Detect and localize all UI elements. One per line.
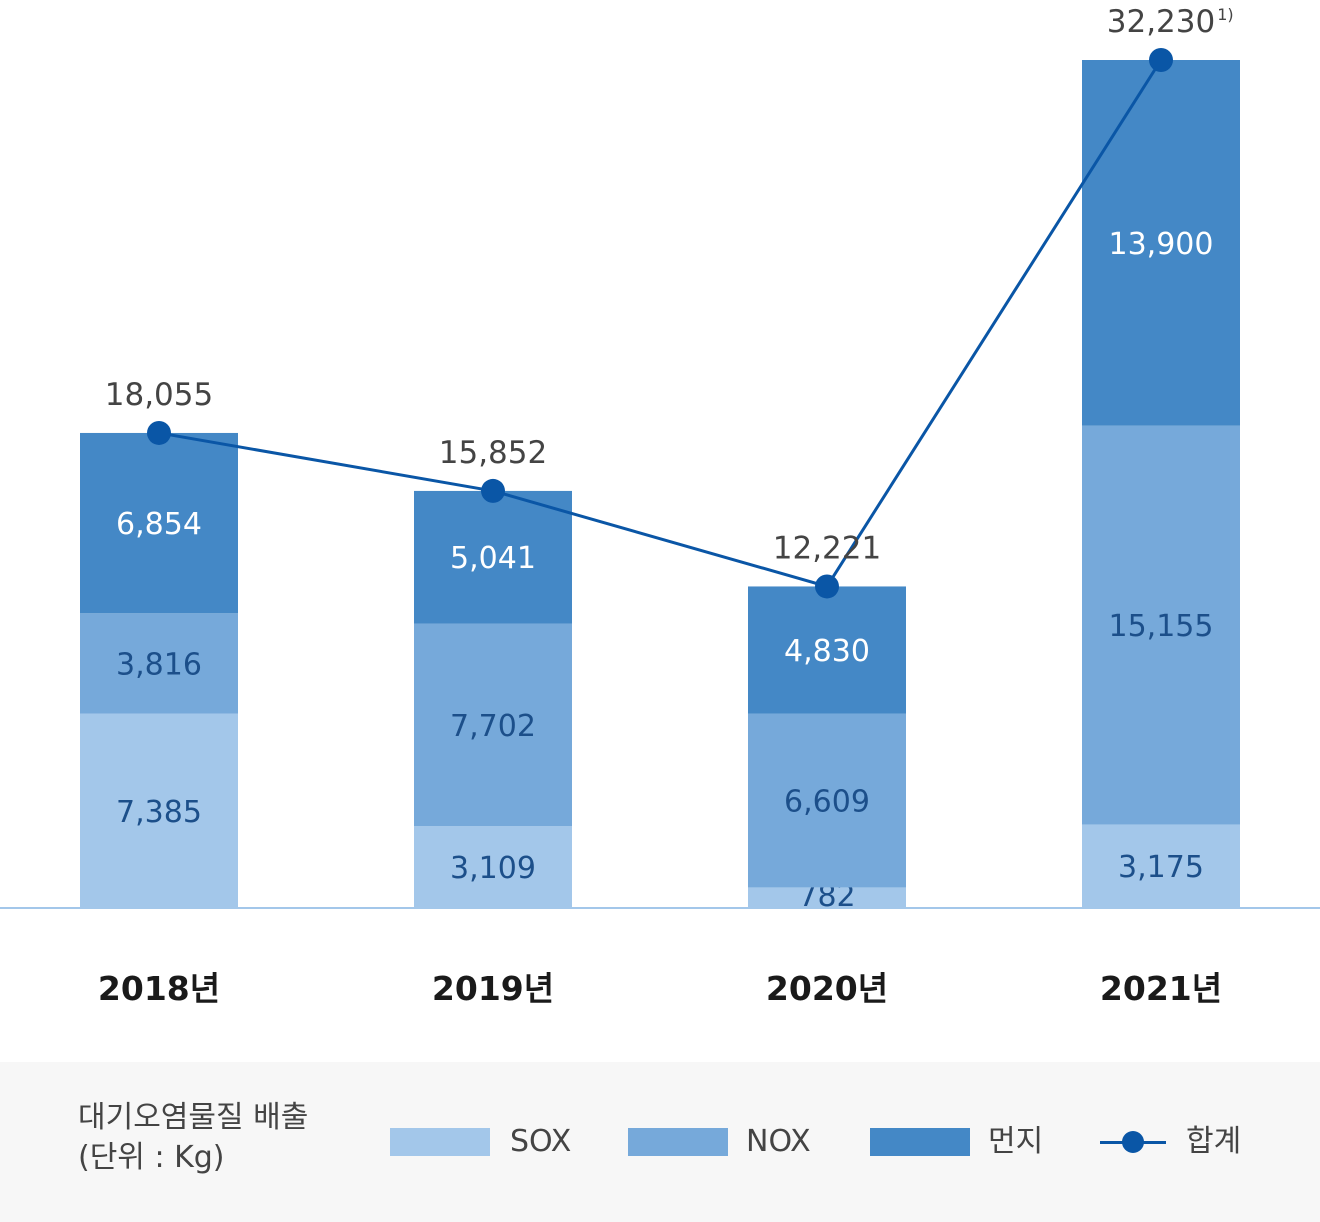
legend-title-main: 대기오염물질 배출 [78, 1100, 309, 1135]
x-tick-label-2018년: 2018년 [98, 969, 220, 1008]
data-label-nox-2021년: 15,155 [1109, 609, 1214, 644]
bar-dust-2021년 [1082, 60, 1240, 426]
total-point-2021년 [1149, 48, 1173, 72]
total-point-2019년 [481, 478, 505, 503]
legend-swatch-sox [390, 1128, 490, 1156]
total-point-2018년 [147, 420, 171, 445]
legend-title-unit: (단위 : Kg) [78, 1140, 225, 1175]
data-label-dust-2021년: 13,900 [1109, 227, 1214, 262]
legend-label-nox: NOX [746, 1124, 811, 1159]
legend-label-dust: 먼지 [988, 1124, 1044, 1159]
chart-canvas: 7,385 3,816 6,854 2018년 3,109 7,702 5,041 2019년… [0, 4, 1320, 1008]
bar-nox-2018년 [80, 613, 238, 714]
x-tick-label-2019년: 2019년 [432, 969, 554, 1008]
bar-sox-2018년 [80, 713, 238, 908]
data-label-sox-2021년: 3,175 [1118, 850, 1204, 885]
bar-sox-2019년 [414, 826, 572, 908]
x-tick-label-2020년: 2020년 [766, 969, 888, 1008]
total-label-2021년: 32,230 [1107, 4, 1215, 40]
legend-title: 대기오염물질 배출 (단위 : Kg) [78, 1098, 358, 1178]
bar-sox-2020년 [748, 887, 906, 908]
data-label-dust-2019년: 5,041 [450, 541, 536, 576]
total-footnote-2021년: 1) [1217, 5, 1233, 24]
bar-nox-2021년 [1082, 425, 1240, 825]
bar-dust-2019년 [414, 490, 572, 624]
bar-sox-2021년 [1082, 824, 1240, 908]
bar-dust-2020년 [748, 586, 906, 714]
legend-label-sox: SOX [510, 1124, 572, 1159]
bar-nox-2019년 [414, 623, 572, 827]
total-label-2020년: 12,221 [773, 530, 881, 566]
data-label-sox-2018년: 7,385 [116, 795, 202, 830]
data-label-dust-2018년: 6,854 [116, 507, 202, 542]
total-line [158, 59, 1163, 589]
data-label-sox-2019년: 3,109 [450, 851, 536, 886]
legend-label-total: 합계 [1186, 1124, 1242, 1159]
total-label-2019년: 15,852 [439, 435, 547, 471]
data-label-nox-2020년: 6,609 [784, 784, 870, 819]
data-label-nox-2018년: 3,816 [116, 647, 202, 682]
total-point-2020년 [815, 574, 839, 599]
bar-nox-2020년 [748, 713, 906, 888]
total-label-2018년: 18,055 [105, 377, 213, 413]
x-tick-label-2021년: 2021년 [1100, 969, 1222, 1008]
legend-panel: 대기오염물질 배출 (단위 : Kg) SOX NOX 먼지 합계 [0, 1062, 1320, 1222]
bar-dust-2018년 [80, 432, 238, 614]
legend-dot-total [1122, 1131, 1144, 1153]
data-label-dust-2020년: 4,830 [784, 634, 870, 669]
legend-swatch-nox [628, 1128, 728, 1156]
legend-swatch-dust [870, 1128, 970, 1156]
data-label-nox-2019년: 7,702 [450, 709, 536, 744]
